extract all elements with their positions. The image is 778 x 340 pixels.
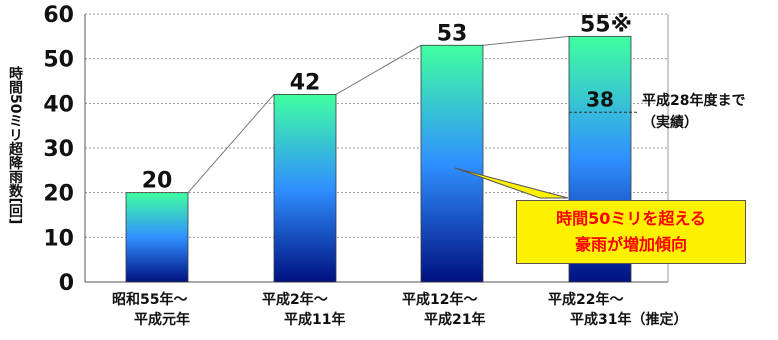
x-category-line1: 平成22年～ (548, 292, 624, 308)
y-axis-title: 時間50ミリ超降雨数[回] (7, 65, 23, 225)
value-label: 55※ (580, 12, 632, 37)
value-labels: 20 42 53 55※ 38 (142, 12, 637, 199)
bars (125, 35, 632, 283)
x-category-line1: 平成12年～ (402, 292, 478, 308)
value-label: 53 (437, 21, 468, 46)
y-tick-label: 10 (43, 226, 74, 251)
y-tick-label: 20 (43, 182, 74, 207)
y-tick-label: 30 (43, 137, 74, 162)
actual-note: 平成28年度まで （実績） (642, 90, 745, 134)
callout-box: 時間50ミリを超える 豪雨が増加傾向 (516, 200, 746, 264)
x-category-line2: 平成31年（推定） (570, 312, 688, 328)
callout-pointer (454, 167, 569, 199)
trend-lines (187, 35, 570, 193)
actual-value-label: 38 (586, 87, 614, 111)
x-category-line2: 平成21年 (424, 312, 486, 328)
x-category-2: 平成2年～ 平成11年 (262, 290, 412, 330)
bar (273, 94, 337, 283)
x-category-line1: 昭和55年～ (112, 292, 188, 308)
y-tick-label: 60 (43, 3, 74, 28)
trend-line (335, 44, 422, 95)
x-category-3: 平成12年～ 平成21年 (402, 290, 552, 330)
bar (420, 44, 484, 283)
trend-line (482, 35, 570, 46)
value-label: 20 (142, 169, 173, 194)
x-category-line2: 平成元年 (134, 312, 190, 328)
bar (125, 192, 189, 283)
actual-note-line1: 平成28年度まで (642, 93, 746, 109)
y-tick-label: 40 (43, 92, 74, 117)
y-tick-label: 50 (43, 48, 74, 73)
y-tick-label: 0 (59, 271, 74, 296)
callout-line2: 豪雨が増加傾向 (574, 235, 687, 254)
y-axis-title-wrap: 時間50ミリ超降雨数[回] (4, 20, 26, 270)
x-category-line2: 平成11年 (284, 312, 346, 328)
x-category-4: 平成22年～ 平成31年（推定） (548, 290, 748, 330)
actual-note-line2: （実績） (642, 115, 698, 131)
x-category-line1: 平成2年～ (262, 292, 328, 308)
trend-line (187, 94, 275, 193)
callout-line1: 時間50ミリを超える (556, 209, 706, 228)
value-label: 42 (290, 70, 321, 95)
x-category-1: 昭和55年～ 平成元年 (112, 290, 262, 330)
